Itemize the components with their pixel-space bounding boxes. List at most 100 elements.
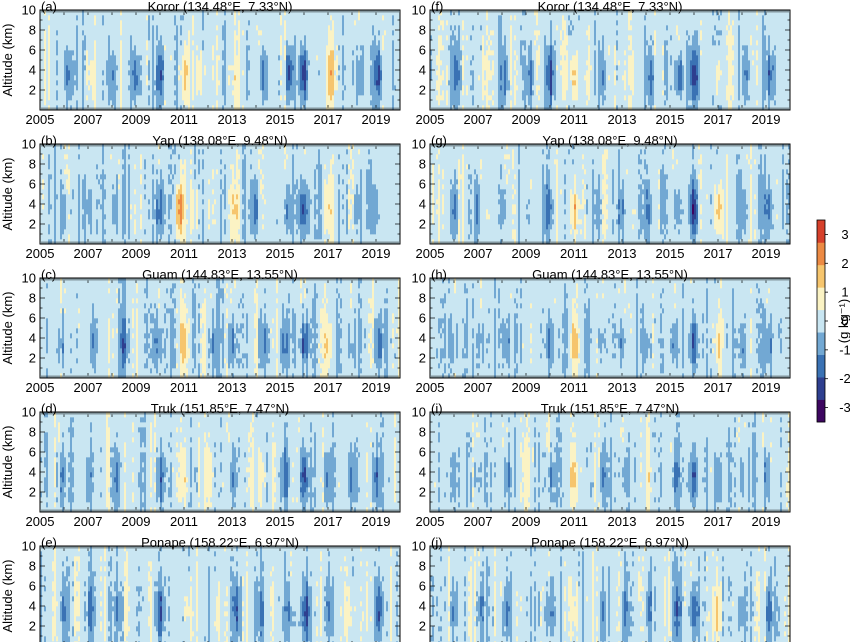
- heatmap-cell: [80, 224, 83, 230]
- heatmap-cell: [150, 189, 153, 195]
- heatmap-cell: [382, 35, 385, 41]
- heatmap-cell: [376, 15, 379, 21]
- heatmap-cell: [160, 154, 163, 160]
- heatmap-cell: [248, 20, 251, 26]
- heatmap-cell: [110, 90, 113, 96]
- heatmap-cell: [74, 10, 77, 16]
- heatmap-cell: [100, 179, 103, 185]
- heatmap-cell: [148, 30, 151, 36]
- heatmap-cell: [242, 30, 245, 36]
- heatmap-cell: [50, 189, 53, 195]
- heatmap-cell: [128, 85, 131, 91]
- heatmap-cell: [260, 100, 263, 106]
- heatmap-cell: [332, 85, 335, 91]
- heatmap-cell: [54, 184, 57, 190]
- heatmap-cell: [94, 174, 97, 180]
- heatmap-cell: [58, 35, 61, 41]
- heatmap-cell: [198, 30, 201, 36]
- heatmap-cell: [158, 144, 161, 150]
- heatmap-cell: [288, 35, 291, 41]
- heatmap-cell: [230, 25, 233, 31]
- heatmap-cell: [150, 35, 153, 41]
- heatmap-cell: [392, 60, 395, 66]
- heatmap-cell: [132, 229, 135, 235]
- heatmap-cell: [162, 35, 165, 41]
- heatmap-cell: [264, 85, 267, 91]
- heatmap-cell: [52, 144, 55, 150]
- heatmap-cell: [64, 35, 67, 41]
- heatmap-cell: [66, 234, 69, 240]
- heatmap-cell: [56, 10, 59, 16]
- heatmap-cell: [160, 209, 163, 215]
- heatmap-cell: [106, 199, 109, 205]
- heatmap-cell: [336, 35, 339, 41]
- heatmap-cell: [60, 229, 63, 235]
- heatmap-cell: [150, 219, 153, 225]
- heatmap-cell: [140, 219, 143, 225]
- heatmap-cell: [78, 20, 81, 26]
- heatmap-cell: [220, 70, 223, 76]
- heatmap-cell: [110, 169, 113, 175]
- heatmap-cell: [46, 10, 49, 16]
- heatmap-cell: [156, 144, 159, 150]
- heatmap-cell: [94, 45, 97, 51]
- heatmap-cell: [140, 164, 143, 170]
- heatmap-cell: [76, 214, 79, 220]
- heatmap-cell: [138, 184, 141, 190]
- heatmap-cell: [190, 65, 193, 71]
- heatmap-cell: [142, 204, 145, 210]
- heatmap-cell: [352, 10, 355, 16]
- heatmap-cell: [390, 45, 393, 51]
- heatmap-cell: [372, 30, 375, 36]
- heatmap-cell: [82, 169, 85, 175]
- heatmap-cell: [294, 50, 297, 56]
- heatmap-cell: [380, 65, 383, 71]
- heatmap-cell: [120, 90, 123, 96]
- heatmap-cell: [386, 15, 389, 21]
- heatmap-cell: [216, 70, 219, 76]
- heatmap-cell: [386, 60, 389, 66]
- heatmap-cell: [334, 50, 337, 56]
- heatmap-cell: [156, 20, 159, 26]
- heatmap-cell: [398, 90, 400, 96]
- heatmap-cell: [140, 50, 143, 56]
- heatmap-cell: [86, 45, 89, 51]
- heatmap-cell: [238, 65, 241, 71]
- heatmap-cell: [68, 50, 71, 56]
- heatmap-cell: [308, 15, 311, 21]
- heatmap-cell: [196, 100, 199, 106]
- heatmap-cell: [78, 224, 81, 230]
- heatmap-cell: [288, 100, 291, 106]
- heatmap-cell: [90, 169, 93, 175]
- heatmap-cell: [150, 234, 153, 240]
- heatmap-cell: [380, 20, 383, 26]
- heatmap-cell: [250, 45, 253, 51]
- heatmap-cell: [206, 80, 209, 86]
- heatmap-cell: [304, 80, 307, 86]
- heatmap-cell: [102, 229, 105, 235]
- heatmap-cell: [156, 189, 159, 195]
- heatmap-cell: [362, 15, 365, 21]
- heatmap-cell: [66, 199, 69, 205]
- heatmap-cell: [162, 105, 165, 110]
- heatmap-cell: [208, 45, 211, 51]
- heatmap-cell: [344, 90, 347, 96]
- heatmap-cell: [120, 199, 123, 205]
- heatmap-cell: [348, 70, 351, 76]
- heatmap-cell: [298, 90, 301, 96]
- heatmap-cell: [106, 20, 109, 26]
- heatmap-cell: [238, 10, 241, 16]
- heatmap-cell: [190, 20, 193, 26]
- heatmap-cell: [290, 50, 293, 56]
- heatmap-cell: [74, 199, 77, 205]
- heatmap-cell: [222, 90, 225, 96]
- heatmap-cell: [154, 60, 157, 66]
- heatmap-cell: [78, 219, 81, 225]
- heatmap-cell: [178, 80, 181, 86]
- heatmap-cell: [354, 15, 357, 21]
- heatmap-cell: [168, 10, 171, 16]
- heatmap-cell: [158, 105, 161, 110]
- heatmap-cell: [158, 100, 161, 106]
- heatmap-cell: [230, 105, 233, 110]
- heatmap-cell: [256, 40, 259, 46]
